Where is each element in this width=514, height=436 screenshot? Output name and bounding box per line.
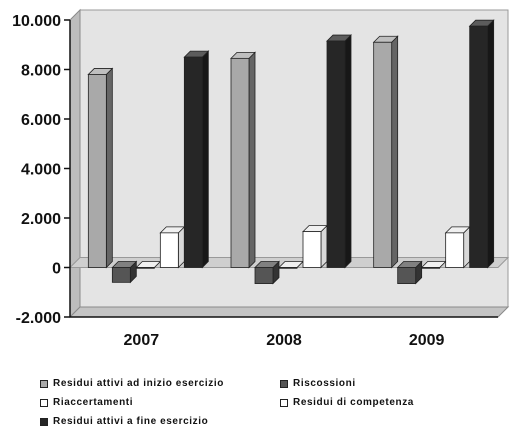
bar-side [344,34,352,269]
legend-swatch [40,379,48,388]
plot-side-wall [69,8,81,319]
bar-side [487,19,495,269]
y-tick-label: 4.000 [21,162,61,179]
legend-swatch [280,398,288,407]
bar-side [320,224,328,269]
bar [445,232,465,268]
y-tick-label: 2.000 [21,211,61,228]
legend-label: Residui attivi ad inizio esercizio [53,378,224,389]
bar [87,74,107,268]
bar-side [105,67,113,269]
bar-side [463,225,471,269]
bar [183,56,203,268]
bar [278,267,298,269]
bar-side [177,225,185,269]
x-category-label: 2007 [124,332,160,349]
legend-item: Riaccertamenti [40,397,133,408]
bar [302,231,322,268]
bar-side [248,51,256,269]
bar [230,57,250,268]
legend-label: Riaccertamenti [53,397,134,408]
bar [421,267,441,269]
plot-floor [68,306,510,318]
x-category-label: 2009 [409,332,445,349]
bar [326,40,346,268]
y-tick-label: -2.000 [16,310,61,327]
bar [469,25,489,268]
x-category-label: 2008 [266,332,302,349]
legend-item: Riscossioni [280,378,356,389]
bar [373,41,393,268]
legend-item: Residui di competenza [280,397,414,408]
y-tick-label: 10.000 [12,13,61,30]
legend-swatch [40,398,48,407]
legend-swatch [280,379,288,388]
legend-item: Residui attivi a fine esercizio [40,416,208,427]
bar-side [201,50,209,269]
bar [159,232,179,268]
legend-label: Residui di competenza [293,397,414,408]
bar [254,267,274,284]
legend-item: Residui attivi ad inizio esercizio [40,378,224,389]
y-tick-label: 0 [52,261,61,278]
legend-swatch [40,417,48,426]
y-tick-label: 8.000 [21,63,61,80]
bar-side [391,35,399,269]
bar [135,267,155,269]
legend-label: Residui attivi a fine esercizio [53,416,209,427]
legend-label: Riscossioni [293,378,356,389]
y-tick-label: 6.000 [21,112,61,129]
bar [111,267,131,283]
bar [397,267,417,284]
chart-legend: Residui attivi ad inizio esercizio Riscos… [40,378,500,434]
